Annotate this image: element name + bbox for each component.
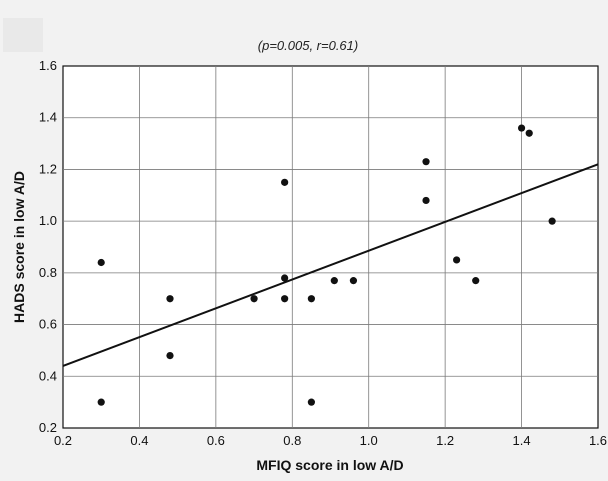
- grid-lines: [63, 66, 598, 428]
- y-tick-label: 0.8: [39, 265, 57, 280]
- tick-labels: 0.2 0.4 0.6 0.8 1.0 1.2 1.4 1.6 0.2 0.4 0.6 0.8 1.0 1…: [39, 58, 607, 448]
- data-point: [453, 256, 461, 264]
- x-tick-label: 1.4: [513, 433, 531, 448]
- data-point: [281, 178, 289, 186]
- data-point: [166, 295, 174, 303]
- data-points: [97, 124, 556, 406]
- x-axis-title: MFIQ score in low A/D: [256, 457, 403, 473]
- plot-area: [62, 65, 599, 429]
- data-point: [422, 158, 430, 166]
- x-tick-label: 0.2: [54, 433, 72, 448]
- data-point: [250, 295, 258, 303]
- y-tick-label: 1.2: [39, 161, 57, 176]
- data-point: [517, 124, 526, 132]
- y-tick-label: 0.2: [39, 420, 57, 435]
- x-tick-label: 1.0: [360, 433, 378, 448]
- data-point: [281, 274, 289, 282]
- data-point: [307, 398, 315, 406]
- y-tick-label: 1.4: [39, 110, 57, 125]
- y-axis-title: HADS score in low A/D: [11, 171, 27, 323]
- x-tick-label: 0.8: [283, 433, 301, 448]
- x-tick-label: 0.4: [130, 433, 148, 448]
- data-point: [166, 352, 174, 360]
- data-point: [472, 277, 480, 285]
- y-tick-label: 0.6: [39, 317, 57, 332]
- x-tick-label: 1.6: [589, 433, 607, 448]
- data-point: [330, 277, 338, 285]
- y-tick-label: 1.6: [39, 58, 57, 73]
- corner-tab: [3, 18, 43, 52]
- trend-line: [62, 163, 599, 367]
- data-point: [97, 398, 105, 406]
- y-tick-label: 0.4: [39, 368, 57, 383]
- data-point: [548, 217, 556, 225]
- y-tick-label: 1.0: [39, 213, 57, 228]
- x-tick-label: 0.6: [207, 433, 225, 448]
- chart-subtitle: (p=0.005, r=0.61): [258, 38, 358, 53]
- data-point: [281, 295, 289, 303]
- data-point: [422, 196, 430, 205]
- x-tick-label: 1.2: [436, 433, 454, 448]
- data-point: [97, 258, 105, 267]
- data-point: [349, 277, 358, 285]
- data-point: [307, 295, 315, 303]
- data-point: [525, 129, 533, 137]
